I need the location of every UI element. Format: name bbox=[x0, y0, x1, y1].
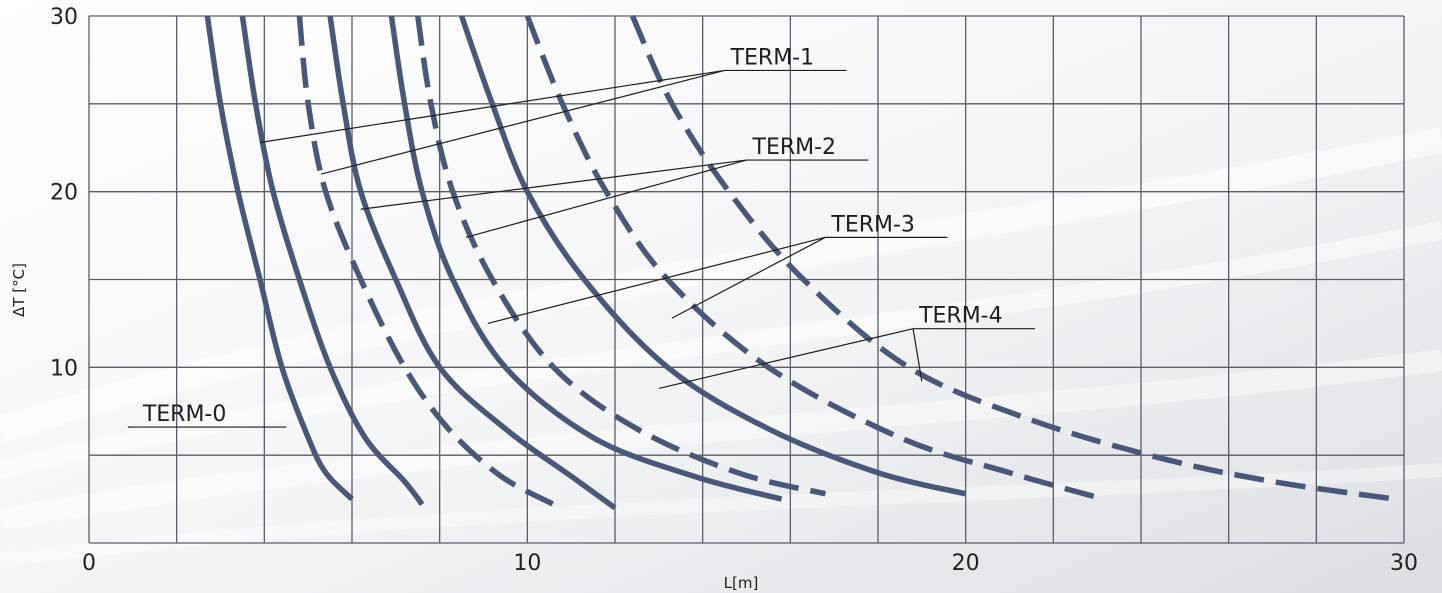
curves bbox=[204, 14, 1396, 511]
leader-line-term-2 bbox=[360, 159, 747, 210]
leader-line-term-4 bbox=[658, 328, 914, 389]
x-tick-label: 30 bbox=[1390, 551, 1418, 576]
x-tick-label: 0 bbox=[82, 551, 96, 576]
leader-line-term-2 bbox=[465, 159, 747, 238]
curve-c8-dashed bbox=[524, 14, 1098, 500]
x-axis-title: L[m] bbox=[724, 574, 759, 592]
label-term-3: TERM-3 bbox=[830, 212, 915, 237]
curve-c6-dashed bbox=[415, 15, 827, 497]
leader-lines bbox=[127, 69, 1036, 428]
curve-c4-solid bbox=[327, 15, 617, 511]
labels: 0 10 20 30 10 20 30 TERM-0 TERM-1 TERM-2 TERM-3 TER… bbox=[50, 5, 1418, 576]
label-term-2: TERM-2 bbox=[752, 135, 837, 160]
label-term-0: TERM-0 bbox=[142, 402, 227, 427]
label-term-1: TERM-1 bbox=[730, 45, 815, 70]
x-tick-label: 20 bbox=[952, 551, 980, 576]
leader-line-term-1 bbox=[259, 69, 725, 144]
leader-line-term-4 bbox=[912, 328, 923, 382]
y-tick-label: 20 bbox=[50, 181, 78, 206]
y-tick-label: 30 bbox=[50, 5, 78, 30]
curve-c2-solid bbox=[239, 15, 425, 507]
y-tick-label: 10 bbox=[50, 356, 78, 381]
leader-line-term-3 bbox=[487, 236, 826, 324]
curve-c9-dashed bbox=[629, 14, 1396, 502]
x-tick-label: 10 bbox=[513, 551, 541, 576]
leader-line-term-1 bbox=[321, 69, 725, 175]
curve-c1-solid bbox=[204, 15, 354, 502]
label-term-4: TERM-4 bbox=[918, 304, 1003, 329]
curve-c7-solid bbox=[459, 15, 967, 497]
grid bbox=[88, 15, 1405, 544]
curve-c5-solid bbox=[388, 15, 783, 502]
leader-line-term-3 bbox=[671, 236, 826, 319]
y-axis-title: ΔT [°C] bbox=[10, 263, 28, 317]
curve-c3-dashed bbox=[296, 15, 555, 507]
